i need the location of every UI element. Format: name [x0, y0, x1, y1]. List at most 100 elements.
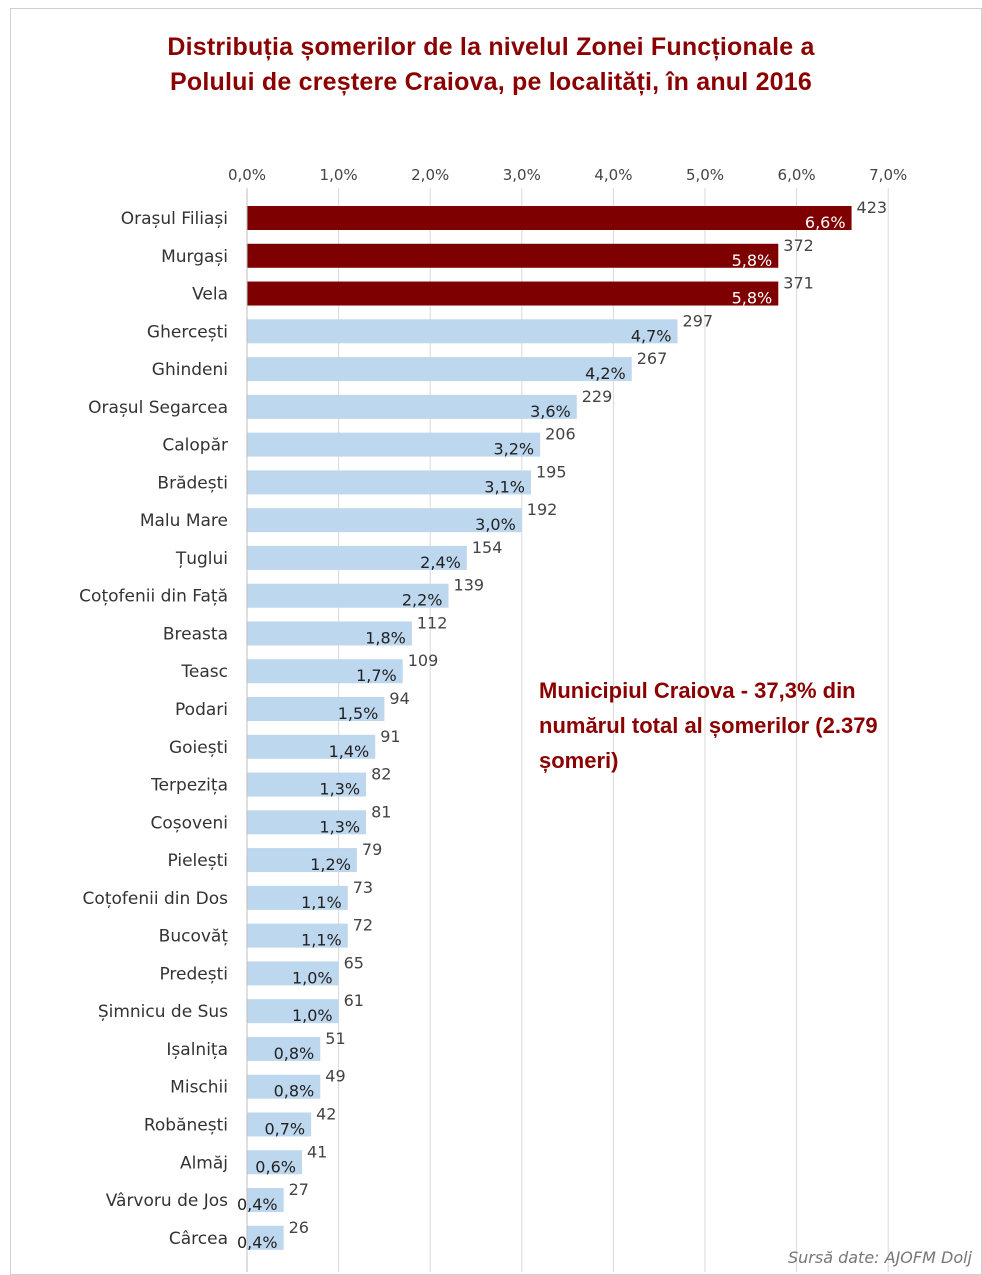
percent-label: 2,4% — [420, 553, 461, 572]
count-label: 109 — [408, 651, 439, 670]
category-label: Ghindeni — [152, 360, 228, 380]
count-label: 41 — [307, 1142, 327, 1161]
count-label: 139 — [454, 576, 485, 595]
percent-label: 0,6% — [255, 1157, 296, 1176]
count-label: 267 — [637, 349, 668, 368]
bar — [247, 281, 779, 306]
category-label: Predești — [159, 964, 228, 984]
category-label: Ghercești — [147, 322, 228, 342]
count-label: 51 — [325, 1029, 345, 1048]
percent-label: 4,7% — [631, 326, 672, 345]
count-label: 192 — [527, 500, 558, 519]
bar — [247, 885, 348, 910]
category-label: Calopăr — [162, 436, 228, 456]
percent-label: 3,6% — [530, 402, 571, 421]
bar — [247, 848, 357, 873]
category-label: Brădești — [157, 473, 228, 493]
tick-label: 6,0% — [778, 166, 816, 184]
tick-label: 0,0% — [228, 166, 266, 184]
annotation-line-3: șomeri) — [539, 748, 619, 773]
bar — [247, 1036, 321, 1061]
bar — [247, 319, 678, 344]
tick-label: 4,0% — [594, 166, 632, 184]
percent-label: 3,0% — [475, 515, 516, 534]
count-label: 72 — [353, 916, 373, 935]
bar — [247, 357, 632, 382]
category-label: Orașul Filiași — [121, 209, 228, 229]
percent-label: 5,8% — [732, 289, 773, 308]
category-label: Podari — [175, 700, 228, 720]
category-label: Cârcea — [169, 1229, 228, 1249]
bar — [247, 734, 376, 759]
percent-label: 1,2% — [310, 855, 351, 874]
count-label: 423 — [857, 198, 888, 217]
bar — [247, 659, 403, 684]
bar — [247, 772, 367, 797]
category-label: Goiești — [169, 738, 228, 758]
percent-label: 0,7% — [264, 1119, 305, 1138]
tick-label: 5,0% — [686, 166, 724, 184]
bar — [247, 961, 339, 986]
percent-label: 6,6% — [805, 213, 846, 232]
count-label: 82 — [371, 765, 391, 784]
bar — [247, 999, 339, 1024]
tick-label: 2,0% — [411, 166, 449, 184]
bar — [247, 1112, 312, 1137]
bar — [247, 1150, 302, 1175]
tick-label: 7,0% — [869, 166, 907, 184]
bar — [247, 545, 467, 570]
count-label: 195 — [536, 462, 567, 481]
count-label: 73 — [353, 878, 373, 897]
percent-label: 3,1% — [484, 477, 525, 496]
bar — [247, 583, 449, 608]
tick-label: 1,0% — [320, 166, 358, 184]
bar — [247, 1074, 321, 1099]
count-label: 81 — [371, 802, 391, 821]
bar — [247, 697, 385, 722]
category-label: Coșoveni — [150, 813, 228, 833]
category-label: Coțofenii din Dos — [83, 889, 229, 909]
count-label: 91 — [380, 727, 400, 746]
category-label: Vârvoru de Jos — [106, 1191, 228, 1211]
count-label: 42 — [316, 1104, 336, 1123]
percent-label: 2,2% — [402, 591, 443, 610]
percent-label: 1,0% — [292, 968, 333, 987]
bar — [247, 206, 852, 230]
category-label: Almăj — [180, 1153, 228, 1173]
percent-label: 1,5% — [338, 704, 379, 723]
bar — [247, 810, 367, 835]
craiova-annotation: Municipiul Craiova - 37,3% din numărul t… — [539, 673, 959, 778]
percent-label: 0,8% — [274, 1044, 315, 1063]
category-label: Teasc — [180, 662, 228, 682]
percent-label: 1,3% — [319, 780, 360, 799]
category-label: Mischii — [170, 1078, 228, 1098]
percent-label: 1,1% — [301, 931, 342, 950]
category-label: Vela — [192, 285, 228, 305]
count-label: 297 — [683, 311, 714, 330]
annotation-line-1: Municipiul Craiova - 37,3% din — [539, 678, 856, 703]
category-label: Malu Mare — [140, 511, 228, 531]
bar — [247, 621, 412, 646]
count-label: 112 — [417, 613, 448, 632]
tick-label: 3,0% — [503, 166, 541, 184]
category-label: Coțofenii din Față — [79, 587, 228, 607]
percent-label: 1,0% — [292, 1006, 333, 1025]
chart-title-line-2: Polului de creștere Craiova, pe localită… — [170, 68, 812, 96]
count-label: 61 — [344, 991, 364, 1010]
count-label: 49 — [325, 1067, 345, 1086]
count-label: 154 — [472, 538, 503, 557]
category-label: Breasta — [163, 624, 228, 644]
category-label: Țuglui — [175, 549, 228, 569]
source-note: Sursă date: AJOFM Dolj — [787, 1248, 972, 1267]
chart-title-line-1: Distribuția șomerilor de la nivelul Zone… — [167, 33, 815, 61]
bar — [247, 432, 541, 457]
bar — [247, 508, 522, 533]
percent-label: 1,4% — [329, 742, 370, 761]
count-label: 94 — [389, 689, 409, 708]
category-label: Bucovăț — [159, 927, 229, 947]
bar — [247, 394, 577, 419]
annotation-line-2: numărul total al șomerilor (2.379 — [539, 713, 878, 738]
count-label: 65 — [344, 953, 364, 972]
category-label: Ișalnița — [166, 1040, 228, 1060]
